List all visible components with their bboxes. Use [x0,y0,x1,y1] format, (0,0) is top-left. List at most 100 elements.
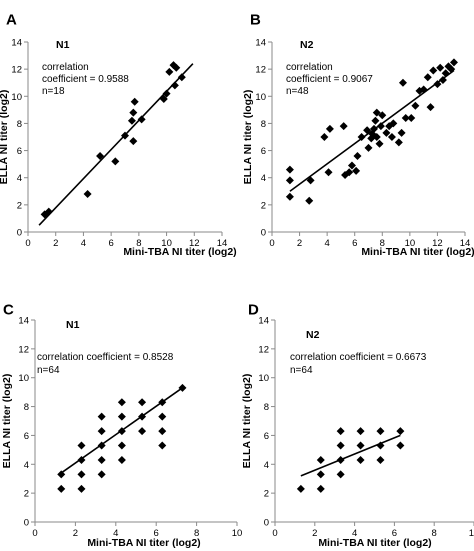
panel-title: N2 [300,39,314,51]
y-tick-label: 2 [264,489,269,500]
panel-letter: B [250,11,261,28]
y-tick-label: 14 [255,38,266,49]
data-point [449,58,458,67]
annotation: n=48 [286,86,309,97]
y-tick-label: 6 [264,431,269,442]
x-tick-label: 0 [32,528,37,539]
y-tick-label: 10 [255,92,266,103]
data-point [121,131,129,140]
x-tick-label: 10 [161,238,172,249]
y-tick-label: 8 [261,119,266,130]
x-axis-label: Mini-TBA NI titer (log2) [123,246,236,258]
data-point [372,108,381,117]
data-point [158,441,167,450]
x-tick-label: 0 [269,238,274,249]
data-point [411,101,420,110]
data-point [339,122,348,131]
x-tick-label: 14 [217,238,228,249]
x-tick-label: 8 [194,528,199,539]
data-point [396,441,405,450]
data-point [165,67,174,76]
y-tick-label: 8 [17,119,22,130]
data-point [376,427,385,436]
data-point [375,139,384,148]
y-tick-label: 2 [261,200,266,211]
panel-title: N1 [56,39,70,51]
data-point [305,196,314,205]
y-tick-label: 0 [264,518,269,529]
data-point [382,128,391,137]
data-point [372,133,381,141]
y-tick-label: 14 [18,316,29,327]
data-point [378,111,387,120]
data-point [429,66,438,75]
annotation: n=64 [37,365,60,376]
y-tick-label: 6 [261,146,266,157]
data-point [158,412,167,421]
x-tick-label: 0 [25,238,30,249]
y-tick-label: 0 [17,228,22,239]
x-tick-label: 10 [469,528,474,539]
data-point [419,85,428,94]
x-tick-label: 8 [432,528,437,539]
data-point [436,63,445,72]
panel-title: N2 [306,329,320,341]
data-point [347,161,356,170]
x-tick-label: 2 [297,238,302,249]
data-point [285,165,294,174]
data-point [158,427,167,436]
x-tick-label: 6 [392,528,397,539]
data-point [138,427,147,436]
x-tick-label: 8 [380,238,385,249]
data-point [285,192,294,201]
data-point [376,455,385,464]
y-tick-label: 8 [264,402,269,413]
data-point [441,69,450,78]
data-point [376,122,385,131]
data-point [316,484,325,493]
data-point [57,470,66,479]
data-point [423,73,432,82]
data-point [97,455,106,464]
panel-letter: A [6,11,17,28]
x-tick-label: 2 [73,528,78,539]
x-tick-label: 12 [432,238,443,249]
data-point [336,470,345,479]
y-tick-label: 12 [255,65,266,76]
data-point [407,114,416,122]
x-tick-label: 10 [232,528,243,539]
data-point [117,441,126,450]
y-tick-label: 4 [264,460,269,471]
y-tick-label: 6 [17,146,22,157]
data-point [111,157,120,166]
data-point [178,383,187,392]
annotation: coefficient = 0.9588 [42,74,129,85]
data-point [353,152,362,160]
data-point [97,412,106,421]
annotation: n=64 [290,365,313,376]
y-tick-label: 10 [11,92,22,103]
data-point [397,128,406,137]
data-point [336,427,345,436]
y-tick-label: 14 [258,316,269,327]
data-point [129,137,138,146]
data-point [57,484,66,493]
y-tick-label: 10 [258,373,269,384]
x-tick-label: 2 [312,528,317,539]
data-point [364,143,373,152]
data-point [77,484,86,493]
y-tick-label: 12 [18,344,29,355]
regression-line [300,434,401,477]
data-point [129,108,138,117]
annotation: n=18 [42,86,65,97]
data-point [130,97,139,106]
y-tick-label: 12 [258,344,269,355]
data-point [356,427,365,436]
data-point [44,207,53,216]
data-point [433,80,442,89]
y-tick-label: 14 [11,38,22,49]
data-point [117,455,126,464]
y-axis-label: ELLA NI titer (log2) [0,90,10,185]
x-tick-label: 0 [272,528,277,539]
y-tick-label: 2 [24,489,29,500]
